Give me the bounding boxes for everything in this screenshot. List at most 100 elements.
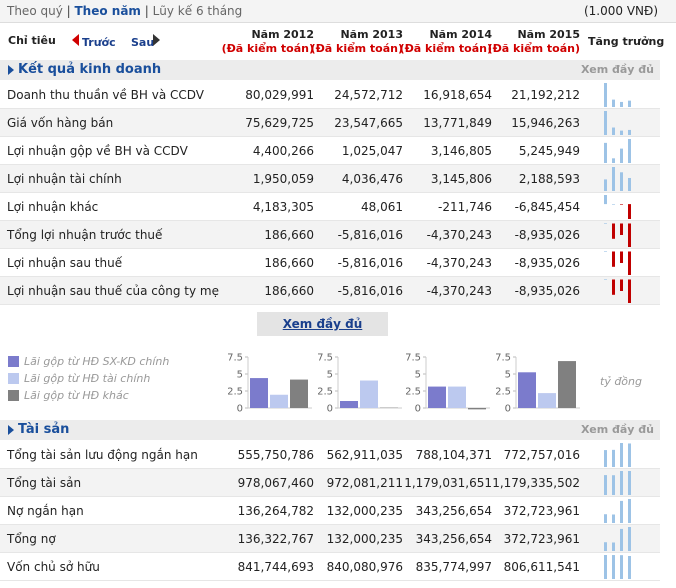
- sparkline: [604, 195, 631, 219]
- sparkline-bar: [628, 129, 631, 135]
- y-tick-label: 5: [505, 370, 511, 381]
- y-tick-label: 5: [415, 370, 421, 381]
- sparkline-bar: [628, 204, 631, 219]
- cell-value: 3,145,806: [430, 172, 492, 186]
- bar: [558, 361, 576, 408]
- cell-value: -8,935,026: [514, 284, 580, 298]
- sparkline-bar: [612, 279, 615, 295]
- cell-value: -8,935,026: [514, 228, 580, 242]
- sparkline-bar: [612, 251, 615, 267]
- sparkline-bar: [612, 475, 615, 495]
- bar: [290, 379, 308, 408]
- cell-value: 343,256,654: [415, 532, 492, 546]
- legend-swatch: [8, 356, 19, 367]
- y-tick-label: 0: [415, 404, 421, 415]
- cell-value: 343,256,654: [415, 504, 492, 518]
- cell-value: 555,750,786: [237, 448, 314, 462]
- cell-value: 840,080,976: [326, 560, 403, 574]
- sparkline-bar: [620, 471, 623, 495]
- sparkline-bar: [620, 172, 623, 191]
- sparkline-bar: [604, 83, 607, 107]
- section-header: [0, 420, 660, 440]
- sparkline-bar: [620, 148, 623, 163]
- column-year: Năm 2014: [429, 28, 492, 41]
- sparkline-bar: [612, 167, 615, 191]
- growth-header: Tăng trưởng: [588, 35, 665, 48]
- next-arrow[interactable]: [153, 34, 160, 46]
- y-tick-label: 0: [327, 404, 333, 415]
- cell-value: 5,245,949: [518, 144, 580, 158]
- sparkline-bar: [628, 527, 631, 551]
- sparkline-bar: [628, 556, 631, 579]
- row-label: Nợ ngắn hạn: [7, 504, 84, 518]
- cell-value: 13,771,849: [423, 116, 492, 130]
- cell-value: 841,744,693: [237, 560, 314, 574]
- cell-value: -4,370,243: [426, 228, 492, 242]
- cell-value: 21,192,212: [511, 88, 580, 102]
- table-row: [0, 221, 660, 249]
- tab[interactable]: Theo năm: [74, 4, 141, 18]
- bar: [250, 378, 268, 408]
- table-row: [0, 109, 660, 137]
- sparkline-bar: [620, 555, 623, 579]
- table-row: [0, 81, 660, 109]
- cell-value: 2,188,593: [518, 172, 580, 186]
- section-more[interactable]: Xem đầy đủ: [581, 63, 654, 76]
- mini-chart: 0 2.5 5 7.5: [406, 353, 490, 415]
- sparkline-bar: [604, 542, 607, 551]
- row-label: Lợi nhuận sau thuế của công ty mẹ: [7, 284, 219, 298]
- cell-value: 75,629,725: [245, 116, 314, 130]
- sparkline-bar: [604, 195, 607, 205]
- next-link[interactable]: Sau: [131, 36, 155, 49]
- cell-value: -5,816,016: [337, 228, 403, 242]
- sparkline-bar: [604, 223, 607, 224]
- sparkline-bar: [604, 555, 607, 579]
- bar: [360, 380, 378, 408]
- y-tick-label: 7.5: [228, 353, 243, 364]
- sparkline-bar: [620, 251, 623, 263]
- sparkline-bar: [604, 514, 607, 523]
- tab[interactable]: Theo quý: [7, 4, 63, 18]
- sparkline-bar: [620, 204, 623, 205]
- cell-value: -211,746: [438, 200, 492, 214]
- tab-separator: |: [140, 4, 153, 18]
- sparkline-bar: [612, 449, 615, 467]
- section-more[interactable]: Xem đầy đủ: [581, 423, 654, 436]
- sparkline-bar: [620, 500, 623, 523]
- prev-arrow[interactable]: [72, 34, 79, 46]
- prev-link[interactable]: Trước: [82, 36, 116, 49]
- sparkline-bar: [612, 514, 615, 523]
- sparkline: [604, 443, 631, 467]
- tab[interactable]: Lũy kế 6 tháng: [152, 4, 243, 18]
- bar: [340, 400, 358, 408]
- sparkline-bar: [628, 499, 631, 523]
- sparkline-bar: [612, 127, 615, 135]
- column-status: (Đã kiểm toán): [221, 42, 314, 55]
- y-tick-label: 2.5: [496, 387, 511, 398]
- sparkline: [604, 251, 631, 275]
- sparkline: [604, 83, 631, 107]
- cell-value: 972,081,211: [326, 476, 403, 490]
- table-row: [0, 497, 660, 525]
- cell-value: 4,036,476: [341, 172, 403, 186]
- cell-value: 806,611,541: [503, 560, 580, 574]
- sparkline-bar: [628, 139, 631, 163]
- sparkline-bar: [620, 443, 623, 467]
- cell-value: 1,179,335,502: [492, 476, 580, 490]
- sparkline-bar: [604, 279, 607, 280]
- more-button[interactable]: Xem đầy đủ: [257, 312, 388, 336]
- cell-value: 132,000,235: [326, 532, 403, 546]
- y-tick-label: 2.5: [406, 387, 421, 398]
- bar: [428, 386, 446, 408]
- sparkline-bar: [620, 528, 623, 551]
- row-label: Lợi nhuận tài chính: [7, 172, 122, 186]
- cell-value: 1,950,059: [252, 172, 314, 186]
- tabs: Theo quý | Theo năm | Lũy kế 6 tháng: [7, 4, 242, 18]
- cell-value: 136,264,782: [237, 504, 314, 518]
- row-label: Lợi nhuận sau thuế: [7, 256, 123, 270]
- table-row: [0, 249, 660, 277]
- sparkline-bar: [620, 279, 623, 291]
- cell-value: 372,723,961: [503, 504, 580, 518]
- sparkline: [604, 527, 631, 551]
